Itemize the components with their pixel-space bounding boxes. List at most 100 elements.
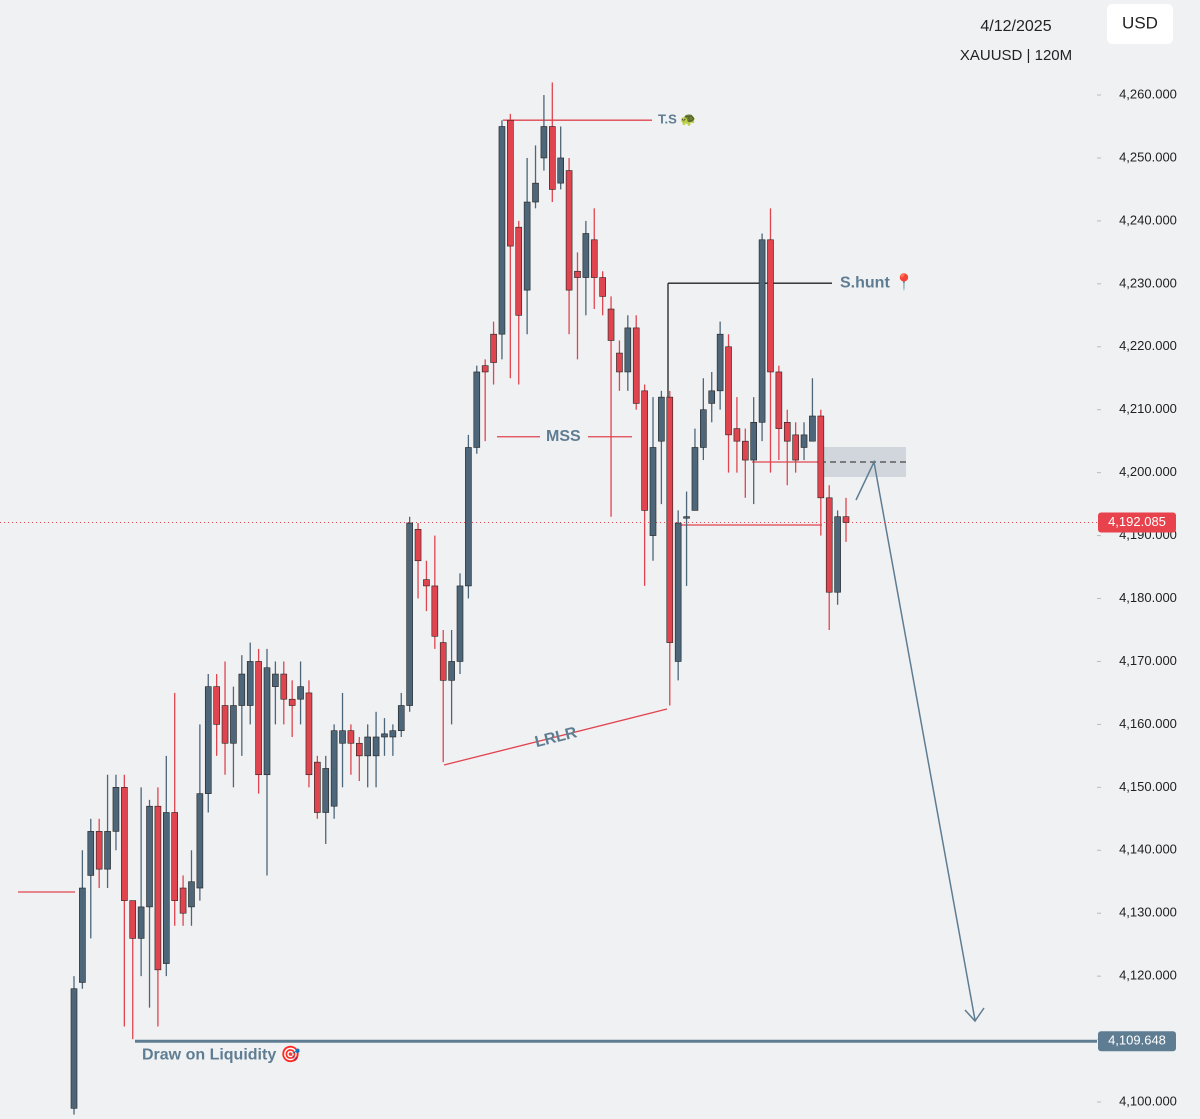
- liquidity-tag: [1098, 1031, 1176, 1052]
- candle-body: [473, 371, 481, 448]
- candle-body: [414, 528, 422, 562]
- y-tick-label: 4,200.000: [1119, 464, 1177, 479]
- candle-body: [842, 516, 850, 523]
- candle-body: [163, 812, 170, 964]
- candle-body: [725, 346, 732, 436]
- y-tick-label: 4,230.000: [1119, 275, 1177, 290]
- drawings: [18, 447, 985, 1023]
- candle-body: [297, 686, 304, 700]
- candle-body: [590, 239, 598, 278]
- y-tick-label: 4,140.000: [1119, 842, 1177, 857]
- candle-body: [825, 497, 833, 593]
- candle-body: [188, 881, 195, 908]
- currency[interactable]: USD: [1122, 13, 1158, 32]
- candle-body: [716, 333, 724, 392]
- candle-body: [817, 415, 825, 499]
- candle-body: [490, 333, 497, 363]
- liquidity-tag-label: 4,109.648: [1108, 1033, 1166, 1048]
- y-tick-label: 4,220.000: [1119, 338, 1177, 353]
- candle-body: [204, 686, 212, 794]
- candle-body: [381, 733, 388, 738]
- candle-body: [783, 421, 791, 442]
- candle-body: [112, 787, 120, 832]
- candle-body: [574, 270, 581, 278]
- candle-body: [179, 887, 187, 914]
- y-tick-label: 4,130.000: [1119, 905, 1177, 920]
- candle-body: [557, 157, 564, 184]
- candle-body: [565, 170, 573, 291]
- candle-body: [742, 440, 749, 461]
- y-tick-label: 4,180.000: [1119, 590, 1177, 605]
- y-tick-label: 4,240.000: [1119, 212, 1177, 227]
- candle-body: [272, 673, 279, 687]
- level-label: S.hunt 📍: [840, 272, 914, 291]
- liquidity-label: Draw on Liquidity 🎯: [142, 1046, 301, 1064]
- candle-body: [389, 730, 397, 738]
- lrlr-line: [443, 708, 668, 766]
- candle-body: [70, 988, 78, 1109]
- candle-body: [582, 233, 590, 278]
- candle-body: [104, 831, 111, 870]
- y-tick-label: 4,150.000: [1119, 779, 1177, 794]
- y-tick-label: 4,260.000: [1119, 86, 1177, 101]
- candle-body: [540, 126, 548, 159]
- projection-arrow: [855, 459, 976, 1021]
- candle-body: [372, 736, 380, 757]
- candle-body: [406, 522, 413, 706]
- candle-body: [221, 705, 229, 744]
- date: 4/12/2025: [980, 18, 1051, 35]
- candle-body: [439, 642, 447, 681]
- candle-body: [79, 887, 86, 983]
- candle-body: [624, 327, 632, 373]
- candle-body: [238, 673, 246, 706]
- candle-body: [213, 686, 220, 725]
- candle-body: [230, 705, 237, 744]
- candle-body: [171, 812, 178, 901]
- candle-body: [775, 371, 783, 429]
- candle-body: [481, 365, 489, 373]
- candle-body: [549, 126, 556, 190]
- candle-body: [448, 661, 455, 681]
- candle-body: [792, 434, 799, 461]
- candle-body: [674, 522, 682, 662]
- candle-body: [137, 906, 145, 939]
- candle-body: [800, 434, 808, 448]
- candle-body: [599, 277, 606, 297]
- candle-body: [507, 119, 514, 247]
- candle-body: [95, 831, 103, 870]
- candle-body: [532, 182, 539, 203]
- candle-body: [397, 705, 405, 731]
- candle-body: [607, 308, 615, 341]
- candle-body: [146, 805, 153, 908]
- currency-button[interactable]: [1107, 4, 1173, 44]
- candle-body: [523, 201, 531, 291]
- candle-body: [246, 661, 254, 706]
- candle-body: [515, 226, 523, 316]
- candle-body: [658, 396, 665, 442]
- candle-body: [330, 730, 338, 807]
- candle-body: [121, 787, 128, 901]
- candle-body: [288, 698, 296, 706]
- candle-body: [196, 793, 204, 889]
- y-tick-label: 4,250.000: [1119, 149, 1177, 164]
- candle-body: [733, 428, 741, 442]
- candle-body: [632, 327, 640, 404]
- candle-body: [322, 768, 330, 813]
- symbol: XAUUSD | 120M: [960, 47, 1072, 64]
- candle-body: [649, 447, 657, 536]
- candle-body: [364, 736, 371, 757]
- y-tick-label: 4,100.000: [1119, 1093, 1177, 1108]
- candle-body: [700, 409, 707, 448]
- candle-body: [314, 761, 321, 813]
- candle-body: [767, 239, 774, 373]
- candle-body: [834, 516, 841, 593]
- arrow-head: [964, 1007, 985, 1023]
- last-price-tag: [1098, 512, 1176, 533]
- candle-body: [263, 667, 271, 776]
- candle-body: [431, 585, 439, 637]
- candle-body: [708, 390, 716, 404]
- candle-body: [129, 900, 137, 939]
- candle-body: [339, 730, 346, 744]
